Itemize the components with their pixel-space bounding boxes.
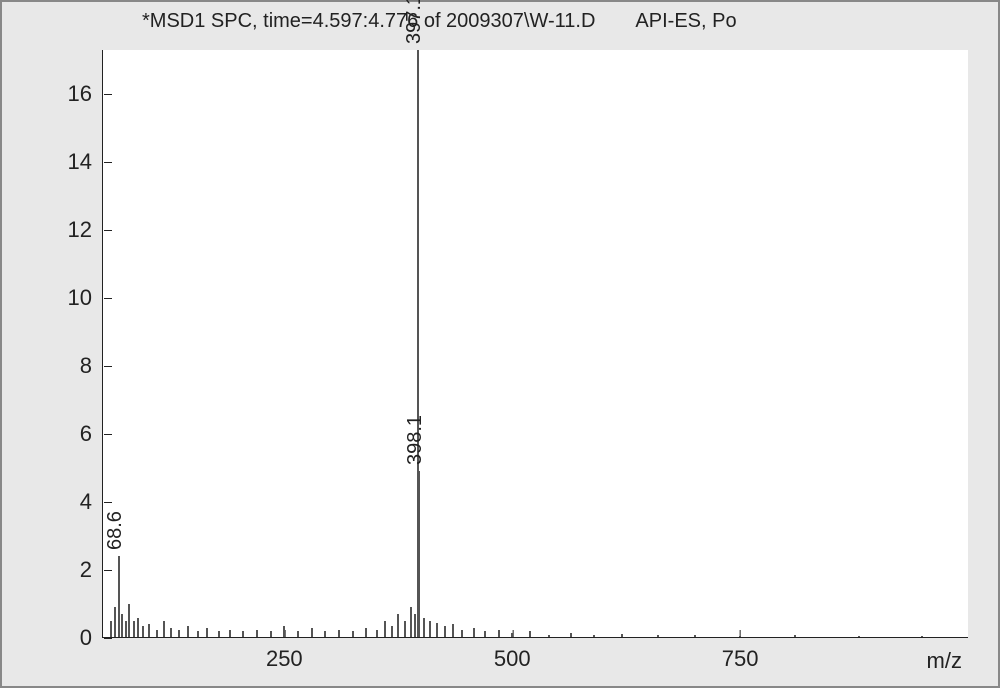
x-tick-label: 750	[722, 638, 759, 672]
y-tick-label: 10	[32, 285, 102, 311]
noise-peak	[148, 624, 150, 638]
noise-peak	[397, 614, 399, 638]
noise-peak	[436, 623, 438, 638]
y-tick-label: 2	[32, 557, 102, 583]
labeled-peak	[418, 471, 420, 638]
noise-peak	[163, 621, 165, 638]
y-tick-label: 8	[32, 353, 102, 379]
noise-peak	[125, 621, 127, 638]
x-tick-label: 250	[266, 638, 303, 672]
noise-peak	[404, 621, 406, 638]
noise-peak	[114, 607, 116, 638]
y-tick-label: 16	[32, 81, 102, 107]
y-tick-label: 12	[32, 217, 102, 243]
y-tick-label: 0	[32, 625, 102, 651]
plot-area: 024681012141625050075068.6397.1398.1	[102, 50, 968, 638]
peak-label: 68.6	[104, 512, 127, 551]
x-axis-label: m/z	[927, 648, 962, 674]
noise-peak	[410, 607, 412, 638]
noise-peak	[110, 621, 112, 638]
noise-peak	[423, 618, 425, 638]
noise-peak	[429, 621, 431, 638]
chart-title-main: *MSD1 SPC, time=4.597:4.776 of 2009307\W…	[142, 10, 595, 33]
y-tick-label: 6	[32, 421, 102, 447]
noise-peak	[384, 621, 386, 638]
chart-title-api: API-ES, Po	[635, 10, 736, 33]
labeled-peak	[118, 556, 120, 638]
noise-peak	[128, 604, 130, 638]
y-tick-label: 4	[32, 489, 102, 515]
x-tick-label: 500	[494, 638, 531, 672]
y-tick-label: 14	[32, 149, 102, 175]
peak-label: 398.1	[404, 415, 427, 465]
noise-peak	[137, 618, 139, 638]
noise-peak	[133, 621, 135, 638]
spectrum-frame: *MSD1 SPC, time=4.597:4.776 of 2009307\W…	[0, 0, 1000, 688]
peak-label: 397.1	[403, 0, 426, 44]
chart-title-row: *MSD1 SPC, time=4.597:4.776 of 2009307\W…	[2, 10, 998, 33]
noise-peak	[121, 614, 123, 638]
noise-peak	[452, 624, 454, 638]
noise-peak	[414, 614, 416, 638]
